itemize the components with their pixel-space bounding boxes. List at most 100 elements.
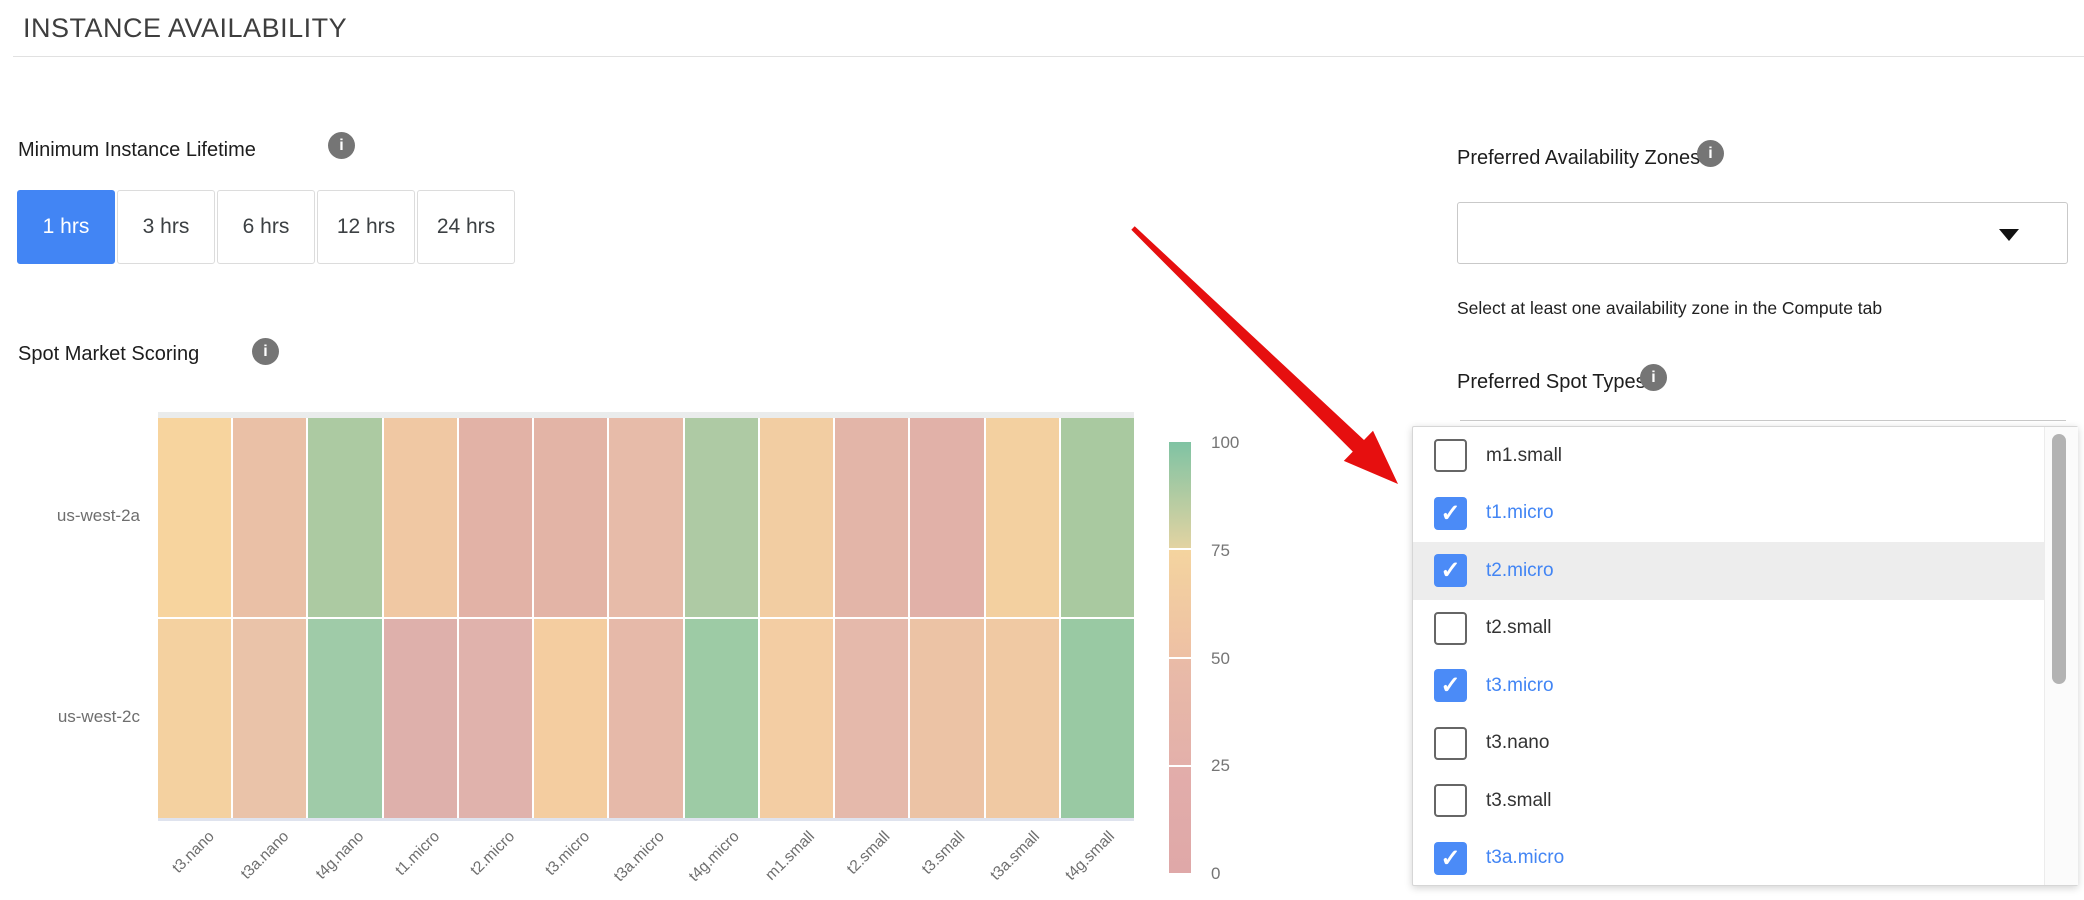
heatmap-cell-us-west-2a-t3.micro (534, 418, 608, 617)
heatmap-cell-us-west-2c-t4g.nano (308, 619, 382, 818)
colorbar-segment (1169, 766, 1191, 873)
colorbar-tick-label: 25 (1211, 756, 1230, 776)
heatmap-cell-us-west-2a-t1.micro (383, 418, 457, 617)
spot-type-label: t3.small (1486, 789, 1552, 811)
heatmap-grid (158, 418, 1134, 818)
spot-type-label: t1.micro (1486, 502, 1554, 524)
heatmap-cell-us-west-2c-t4g.small (1060, 619, 1134, 818)
heatmap-x-label: t2.small (843, 828, 894, 878)
heatmap-x-label: t3a.micro (610, 828, 669, 886)
heatmap-cell-us-west-2c-t3.micro (534, 619, 608, 818)
heatmap-x-axis-line (158, 818, 1134, 821)
heatmap-cell-us-west-2c-t2.small (835, 619, 909, 818)
spot-type-option-t3.nano[interactable]: t3.nano (1413, 715, 2044, 773)
checkbox-unchecked-icon[interactable] (1434, 726, 1467, 760)
heatmap-cell-us-west-2a-t4g.nano (308, 418, 382, 617)
heatmap-cell-us-west-2c-t3a.nano (233, 619, 307, 818)
heatmap-x-label: t4g.micro (686, 828, 744, 886)
spot-types-scrollbar-track[interactable] (2044, 427, 2078, 885)
lifetime-option-12-hrs[interactable]: 12 hrs (317, 190, 415, 264)
heatmap-x-label: t3.small (918, 828, 969, 878)
spot-market-scoring-label: Spot Market Scoring (18, 343, 200, 365)
preferred-spot-types-label: Preferred Spot Types (1457, 371, 1646, 393)
heatmap-cell-us-west-2a-t2.small (835, 418, 909, 617)
page-title: INSTANCE AVAILABILITY (23, 13, 348, 43)
availability-zones-info-icon[interactable]: i (1697, 140, 1724, 167)
lifetime-option-1-hrs[interactable]: 1 hrs (17, 190, 115, 264)
heatmap-cell-us-west-2c-t3.small (910, 619, 984, 818)
availability-zones-select[interactable] (1457, 202, 2068, 264)
spot-type-label: t2.micro (1486, 559, 1554, 581)
spot-type-option-t3a.micro[interactable]: ✓ t3a.micro (1413, 830, 2044, 888)
spot-type-label: t3.micro (1486, 674, 1554, 696)
heatmap-cell-us-west-2c-t4g.micro (684, 619, 758, 818)
lifetime-option-3-hrs[interactable]: 3 hrs (117, 190, 215, 264)
colorbar-tick-label: 0 (1211, 864, 1221, 883)
heatmap-x-label: t3a.small (987, 828, 1044, 884)
spot-types-dropdown-panel: m1.small ✓ t1.micro ✓ t2.micro t2.small ✓ t3.mi… (1412, 426, 2078, 886)
spot-types-select-top-border (1460, 420, 2066, 421)
heatmap-x-label: t4g.small (1062, 828, 1119, 884)
heatmap-top-border (158, 412, 1134, 418)
colorbar-tick-label: 50 (1211, 648, 1230, 668)
heatmap-cell-us-west-2c-t3a.micro (609, 619, 683, 818)
preferred-availability-zones-label: Preferred Availability Zones (1457, 147, 1701, 169)
spot-type-label: t2.small (1486, 617, 1552, 639)
spot-type-option-t2.micro[interactable]: ✓ t2.micro (1413, 542, 2044, 600)
heatmap-cell-us-west-2a-t4g.micro (684, 418, 758, 617)
scoring-info-icon[interactable]: i (252, 338, 279, 365)
spot-types-list: m1.small ✓ t1.micro ✓ t2.micro t2.small ✓ t3.mi… (1413, 427, 2077, 887)
checkbox-unchecked-icon[interactable] (1434, 611, 1467, 645)
heatmap-cell-us-west-2a-t4g.small (1060, 418, 1134, 617)
lifetime-option-6-hrs[interactable]: 6 hrs (217, 190, 315, 264)
spot-types-scrollbar-thumb[interactable] (2052, 434, 2066, 684)
spot-type-label: m1.small (1486, 444, 1563, 466)
spot-types-info-icon[interactable]: i (1640, 364, 1667, 391)
lifetime-info-icon[interactable]: i (328, 132, 355, 159)
header-divider (13, 56, 2084, 57)
colorbar-segment (1169, 442, 1191, 549)
spot-type-label: t3a.micro (1486, 847, 1565, 869)
checkbox-unchecked-icon[interactable] (1434, 784, 1467, 818)
chevron-down-icon (1999, 229, 2019, 241)
colorbar-segment (1169, 658, 1191, 765)
spot-type-option-t3.micro[interactable]: ✓ t3.micro (1413, 657, 2044, 715)
heatmap-cell-us-west-2a-t3.nano (158, 418, 232, 617)
heatmap-cell-us-west-2a-t3a.small (985, 418, 1059, 617)
colorbar-tick-label: 75 (1211, 540, 1230, 560)
checkbox-unchecked-icon[interactable] (1434, 439, 1467, 473)
heatmap-x-label: t2.micro (466, 828, 518, 880)
heatmap-x-label: m1.small (762, 828, 819, 884)
heatmap-x-label: t3.nano (168, 828, 218, 877)
spot-type-option-t3.small[interactable]: t3.small (1413, 772, 2044, 830)
heatmap-cell-us-west-2c-t3.nano (158, 619, 232, 818)
colorbar-segment (1169, 550, 1191, 657)
lifetime-button-group: 1 hrs 3 hrs 6 hrs 12 hrs 24 hrs (17, 190, 515, 264)
heatmap-x-label: t4g.nano (313, 828, 368, 883)
heatmap-cell-us-west-2a-t2.micro (458, 418, 533, 617)
heatmap-x-label: t3.micro (541, 828, 593, 880)
availability-zones-helper-text: Select at least one availability zone in… (1457, 298, 1883, 318)
heatmap-cell-us-west-2a-t3a.micro (609, 418, 683, 617)
heatmap-cell-us-west-2a-t3.small (910, 418, 984, 617)
checkbox-checked-icon[interactable]: ✓ (1434, 554, 1467, 588)
heatmap-cell-us-west-2c-t1.micro (383, 619, 457, 818)
heatmap-cell-us-west-2c-t2.micro (458, 619, 533, 818)
heatmap-cell-us-west-2c-t3a.small (985, 619, 1059, 818)
minimum-instance-lifetime-label: Minimum Instance Lifetime (18, 139, 256, 161)
spot-type-option-t2.small[interactable]: t2.small (1413, 600, 2044, 658)
spot-type-label: t3.nano (1486, 732, 1550, 754)
checkbox-checked-icon[interactable]: ✓ (1434, 841, 1467, 875)
checkbox-checked-icon[interactable]: ✓ (1434, 669, 1467, 703)
checkbox-checked-icon[interactable]: ✓ (1434, 496, 1467, 530)
heatmap-cell-us-west-2c-m1.small (759, 619, 834, 818)
lifetime-option-24-hrs[interactable]: 24 hrs (417, 190, 515, 264)
spot-type-option-t1.micro[interactable]: ✓ t1.micro (1413, 485, 2044, 543)
heatmap-row-label: us-west-2a (56, 506, 140, 525)
heatmap-cell-us-west-2a-m1.small (759, 418, 834, 617)
spot-type-option-m1.small[interactable]: m1.small (1413, 427, 2044, 485)
colorbar-tick-label: 100 (1211, 433, 1240, 452)
heatmap-x-label: t1.micro (391, 828, 443, 880)
heatmap-x-label: t3a.nano (237, 828, 293, 883)
